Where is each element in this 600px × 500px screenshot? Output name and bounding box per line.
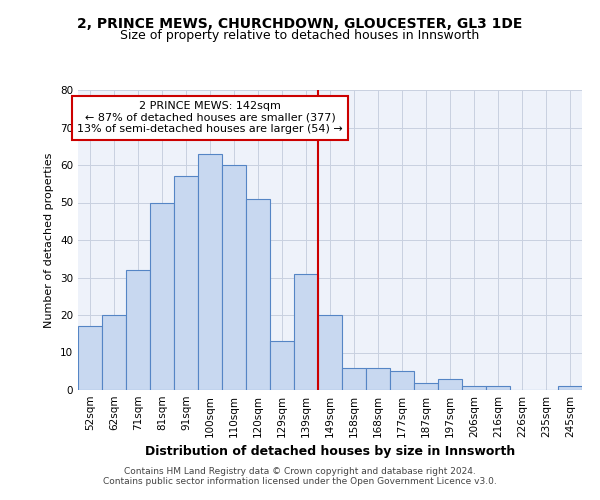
Bar (102, 315, 126, 390)
Bar (270, 341, 294, 390)
Bar (198, 154, 222, 390)
Text: Contains HM Land Registry data © Crown copyright and database right 2024.: Contains HM Land Registry data © Crown c… (124, 467, 476, 476)
Bar (222, 165, 246, 390)
Text: 2 PRINCE MEWS: 142sqm
← 87% of detached houses are smaller (377)
13% of semi-det: 2 PRINCE MEWS: 142sqm ← 87% of detached … (77, 101, 343, 134)
Bar (438, 379, 462, 390)
Bar (462, 386, 486, 390)
Bar (366, 368, 390, 390)
Bar (486, 386, 510, 390)
Bar (414, 382, 438, 390)
Bar (150, 202, 174, 390)
Bar (558, 386, 582, 390)
Bar (294, 274, 318, 390)
X-axis label: Distribution of detached houses by size in Innsworth: Distribution of detached houses by size … (145, 446, 515, 458)
Bar (342, 368, 366, 390)
Bar (174, 176, 198, 390)
Bar (246, 198, 270, 390)
Text: Contains public sector information licensed under the Open Government Licence v3: Contains public sector information licen… (103, 477, 497, 486)
Bar (78, 326, 102, 390)
Text: 2, PRINCE MEWS, CHURCHDOWN, GLOUCESTER, GL3 1DE: 2, PRINCE MEWS, CHURCHDOWN, GLOUCESTER, … (77, 18, 523, 32)
Bar (126, 270, 150, 390)
Text: Size of property relative to detached houses in Innsworth: Size of property relative to detached ho… (121, 29, 479, 42)
Y-axis label: Number of detached properties: Number of detached properties (44, 152, 55, 328)
Bar (390, 371, 414, 390)
Bar (318, 315, 342, 390)
